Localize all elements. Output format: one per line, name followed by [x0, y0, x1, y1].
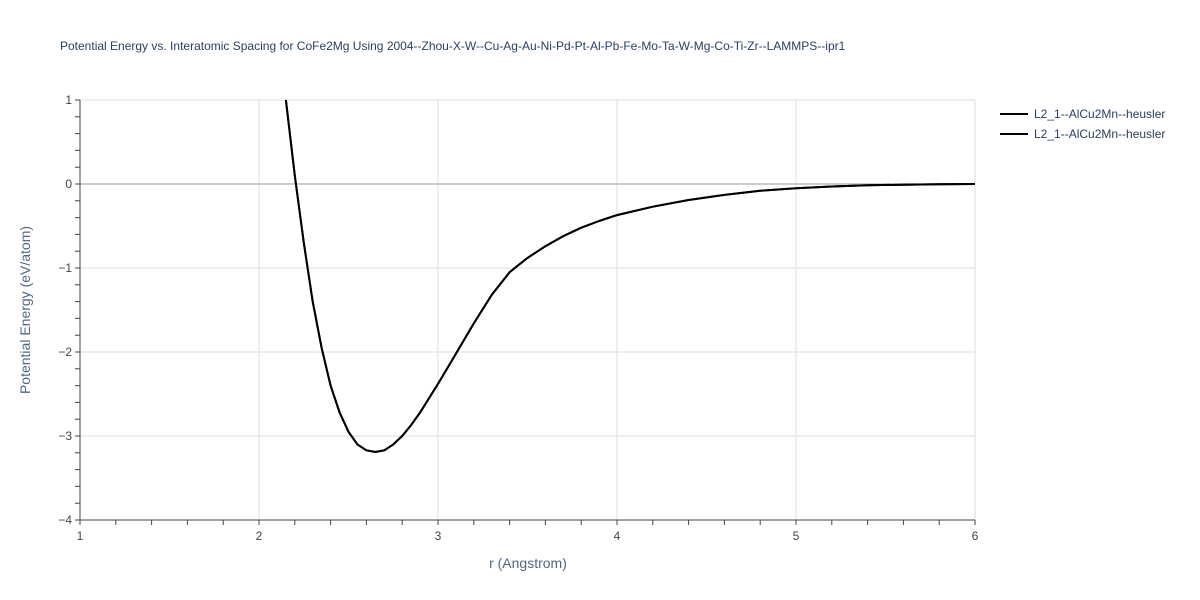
- axes: [75, 99, 976, 525]
- x-tick-label: 1: [77, 529, 84, 543]
- x-axis-title: r (Angstrom): [489, 555, 567, 571]
- y-tick-label: −1: [58, 261, 72, 275]
- series-line-1: [284, 99, 976, 453]
- tick-labels: 1 2 3 4 5 6 1 0 −1 −2 −3 −4: [58, 93, 978, 543]
- y-tick-label: −4: [58, 513, 72, 527]
- legend[interactable]: L2_1--AlCu2Mn--heusler L2_1--AlCu2Mn--heu…: [1000, 107, 1165, 141]
- x-tick-label: 6: [972, 529, 979, 543]
- grid: [80, 99, 976, 520]
- y-tick-label: −3: [58, 429, 72, 443]
- chart-title: Potential Energy vs. Interatomic Spacing…: [60, 39, 846, 53]
- series-line-2: [284, 99, 976, 453]
- x-tick-label: 2: [256, 529, 263, 543]
- y-axis-title: Potential Energy (eV/atom): [17, 226, 33, 394]
- y-tick-label: 1: [65, 93, 72, 107]
- x-tick-label: 5: [793, 529, 800, 543]
- y-tick-label: 0: [65, 177, 72, 191]
- x-tick-label: 4: [614, 529, 621, 543]
- legend-label: L2_1--AlCu2Mn--heusler: [1034, 127, 1165, 141]
- legend-item-2[interactable]: L2_1--AlCu2Mn--heusler: [1000, 127, 1165, 141]
- x-tick-label: 3: [435, 529, 442, 543]
- legend-item-1[interactable]: L2_1--AlCu2Mn--heusler: [1000, 107, 1165, 121]
- series-layer: [284, 99, 976, 453]
- legend-label: L2_1--AlCu2Mn--heusler: [1034, 107, 1165, 121]
- y-tick-label: −2: [58, 345, 72, 359]
